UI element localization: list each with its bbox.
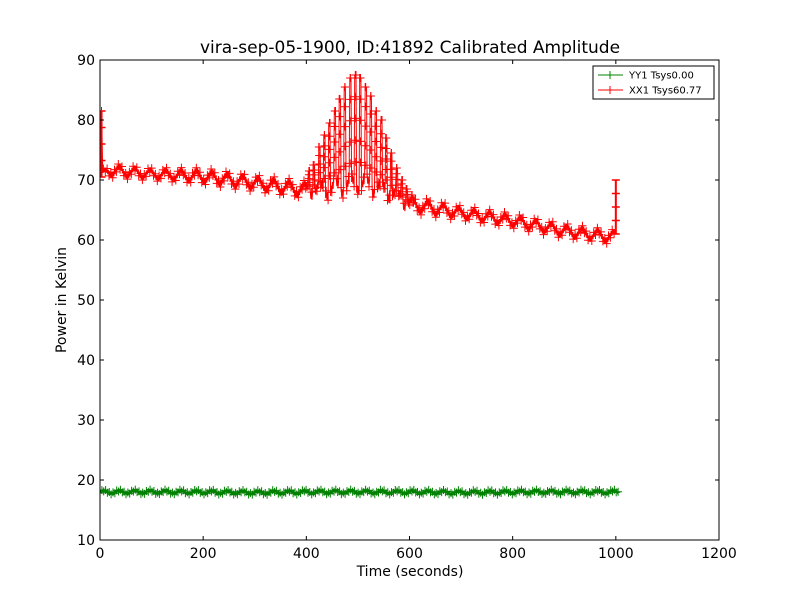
x-axis-label: Time (seconds) <box>356 564 464 580</box>
x-tick-label: 1000 <box>598 546 634 562</box>
x-tick-label: 1200 <box>701 546 737 562</box>
y-tick-label: 90 <box>77 53 95 69</box>
y-tick-label: 20 <box>77 473 95 489</box>
y-tick-label: 80 <box>77 113 95 129</box>
spike-markers <box>611 179 620 235</box>
x-tick-label: 800 <box>499 546 526 562</box>
chart-title: vira-sep-05-1900, ID:41892 Calibrated Am… <box>200 38 620 58</box>
legend: YY1 Tsys0.00 XX1 Tsys60.77 <box>592 65 715 100</box>
legend-label: XX1 Tsys60.77 <box>629 86 702 97</box>
legend-marker <box>606 86 614 94</box>
x-tick-label: 200 <box>190 546 217 562</box>
axis-ticks: 0 200 400 600 800 1000 1200 10 20 30 40 50 60 70 80 90 <box>77 53 737 562</box>
y-tick-label: 50 <box>77 293 95 309</box>
legend-box <box>592 65 715 100</box>
series-layer <box>100 71 623 499</box>
series-yy1 <box>100 485 623 499</box>
x-tick-label: 400 <box>293 546 320 562</box>
x-tick-label: 0 <box>96 546 105 562</box>
plot-area <box>100 71 623 499</box>
y-tick-label: 40 <box>77 353 95 369</box>
spike-markers <box>100 110 106 178</box>
burst-markers <box>304 71 417 207</box>
y-tick-label: 30 <box>77 413 95 429</box>
x-tick-label: 600 <box>396 546 423 562</box>
series-markers <box>100 485 623 499</box>
legend-label: YY1 Tsys0.00 <box>628 71 694 82</box>
y-axis-label: Power in Kelvin <box>54 247 70 353</box>
y-tick-label: 70 <box>77 173 95 189</box>
series-xx1 <box>100 71 620 248</box>
y-tick-label: 60 <box>77 233 95 249</box>
y-tick-label: 10 <box>77 533 95 549</box>
legend-marker <box>606 71 614 79</box>
